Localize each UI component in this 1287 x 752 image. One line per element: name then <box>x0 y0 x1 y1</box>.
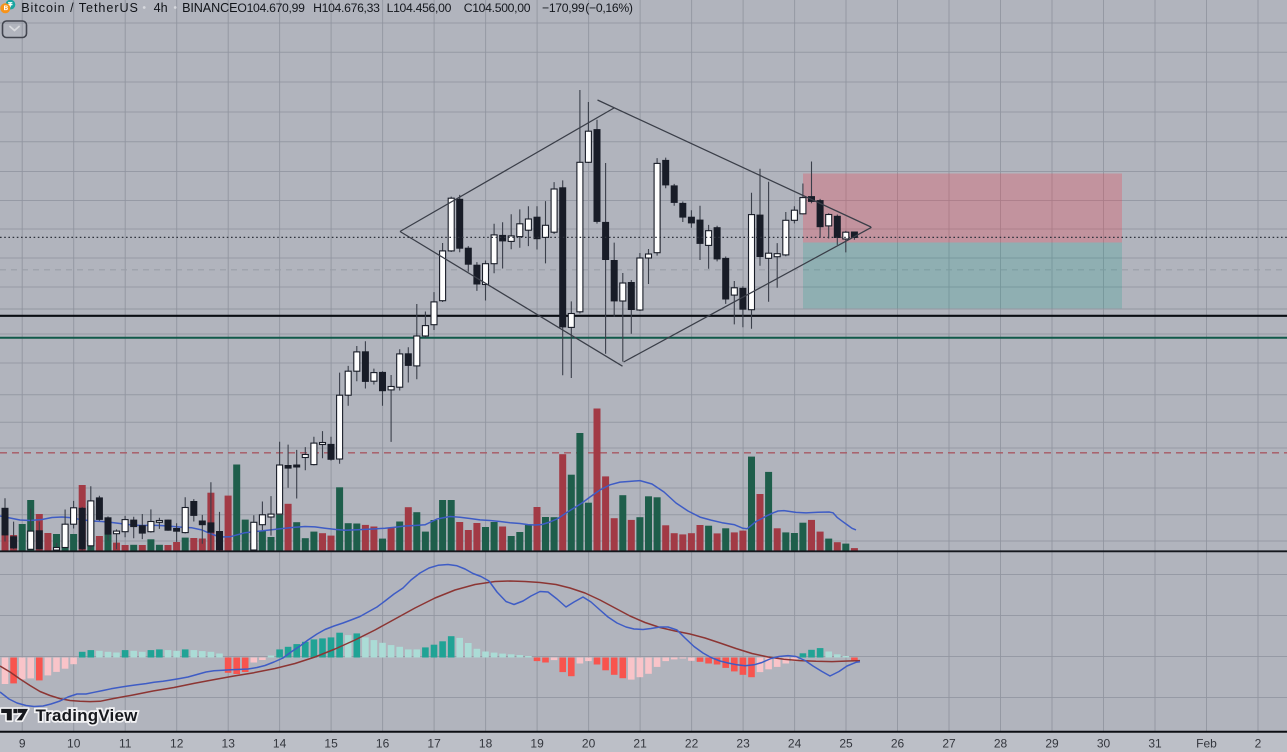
svg-text:−170,99: −170,99 <box>542 1 585 15</box>
svg-text:21: 21 <box>633 737 647 751</box>
svg-text:H104.676,33: H104.676,33 <box>313 1 380 15</box>
svg-text:16: 16 <box>376 737 390 751</box>
svg-text:25: 25 <box>839 737 853 751</box>
svg-text:Bitcoin / TetherUS: Bitcoin / TetherUS <box>21 1 139 15</box>
svg-text:28: 28 <box>994 737 1008 751</box>
svg-text:24: 24 <box>788 737 802 751</box>
svg-text:Feb: Feb <box>1196 737 1217 751</box>
svg-text:29: 29 <box>1045 737 1059 751</box>
svg-text:22: 22 <box>685 737 699 751</box>
svg-text:2: 2 <box>1255 737 1262 751</box>
svg-text:4h: 4h <box>154 1 168 15</box>
svg-text:19: 19 <box>530 737 544 751</box>
svg-text:TradingView: TradingView <box>36 706 139 725</box>
svg-text:12: 12 <box>170 737 184 751</box>
svg-text:BINANCE: BINANCE <box>182 1 237 15</box>
svg-text:27: 27 <box>942 737 956 751</box>
svg-text:17: 17 <box>427 737 441 751</box>
svg-text:30: 30 <box>1097 737 1111 751</box>
svg-text:10: 10 <box>67 737 81 751</box>
svg-text:11: 11 <box>119 737 132 751</box>
svg-text:13: 13 <box>222 737 236 751</box>
svg-text:L104.456,00: L104.456,00 <box>387 1 452 15</box>
svg-text:18: 18 <box>479 737 493 751</box>
svg-text:20: 20 <box>582 737 596 751</box>
svg-text:14: 14 <box>273 737 287 751</box>
svg-text:15: 15 <box>324 737 338 751</box>
svg-text:9: 9 <box>19 737 26 751</box>
svg-text:C104.500,00: C104.500,00 <box>464 1 531 15</box>
svg-text:O104.670,99: O104.670,99 <box>237 1 305 15</box>
svg-text:(−0,16%): (−0,16%) <box>585 1 633 15</box>
svg-text:23: 23 <box>736 737 750 751</box>
svg-text:26: 26 <box>891 737 905 751</box>
svg-text:31: 31 <box>1148 737 1162 751</box>
